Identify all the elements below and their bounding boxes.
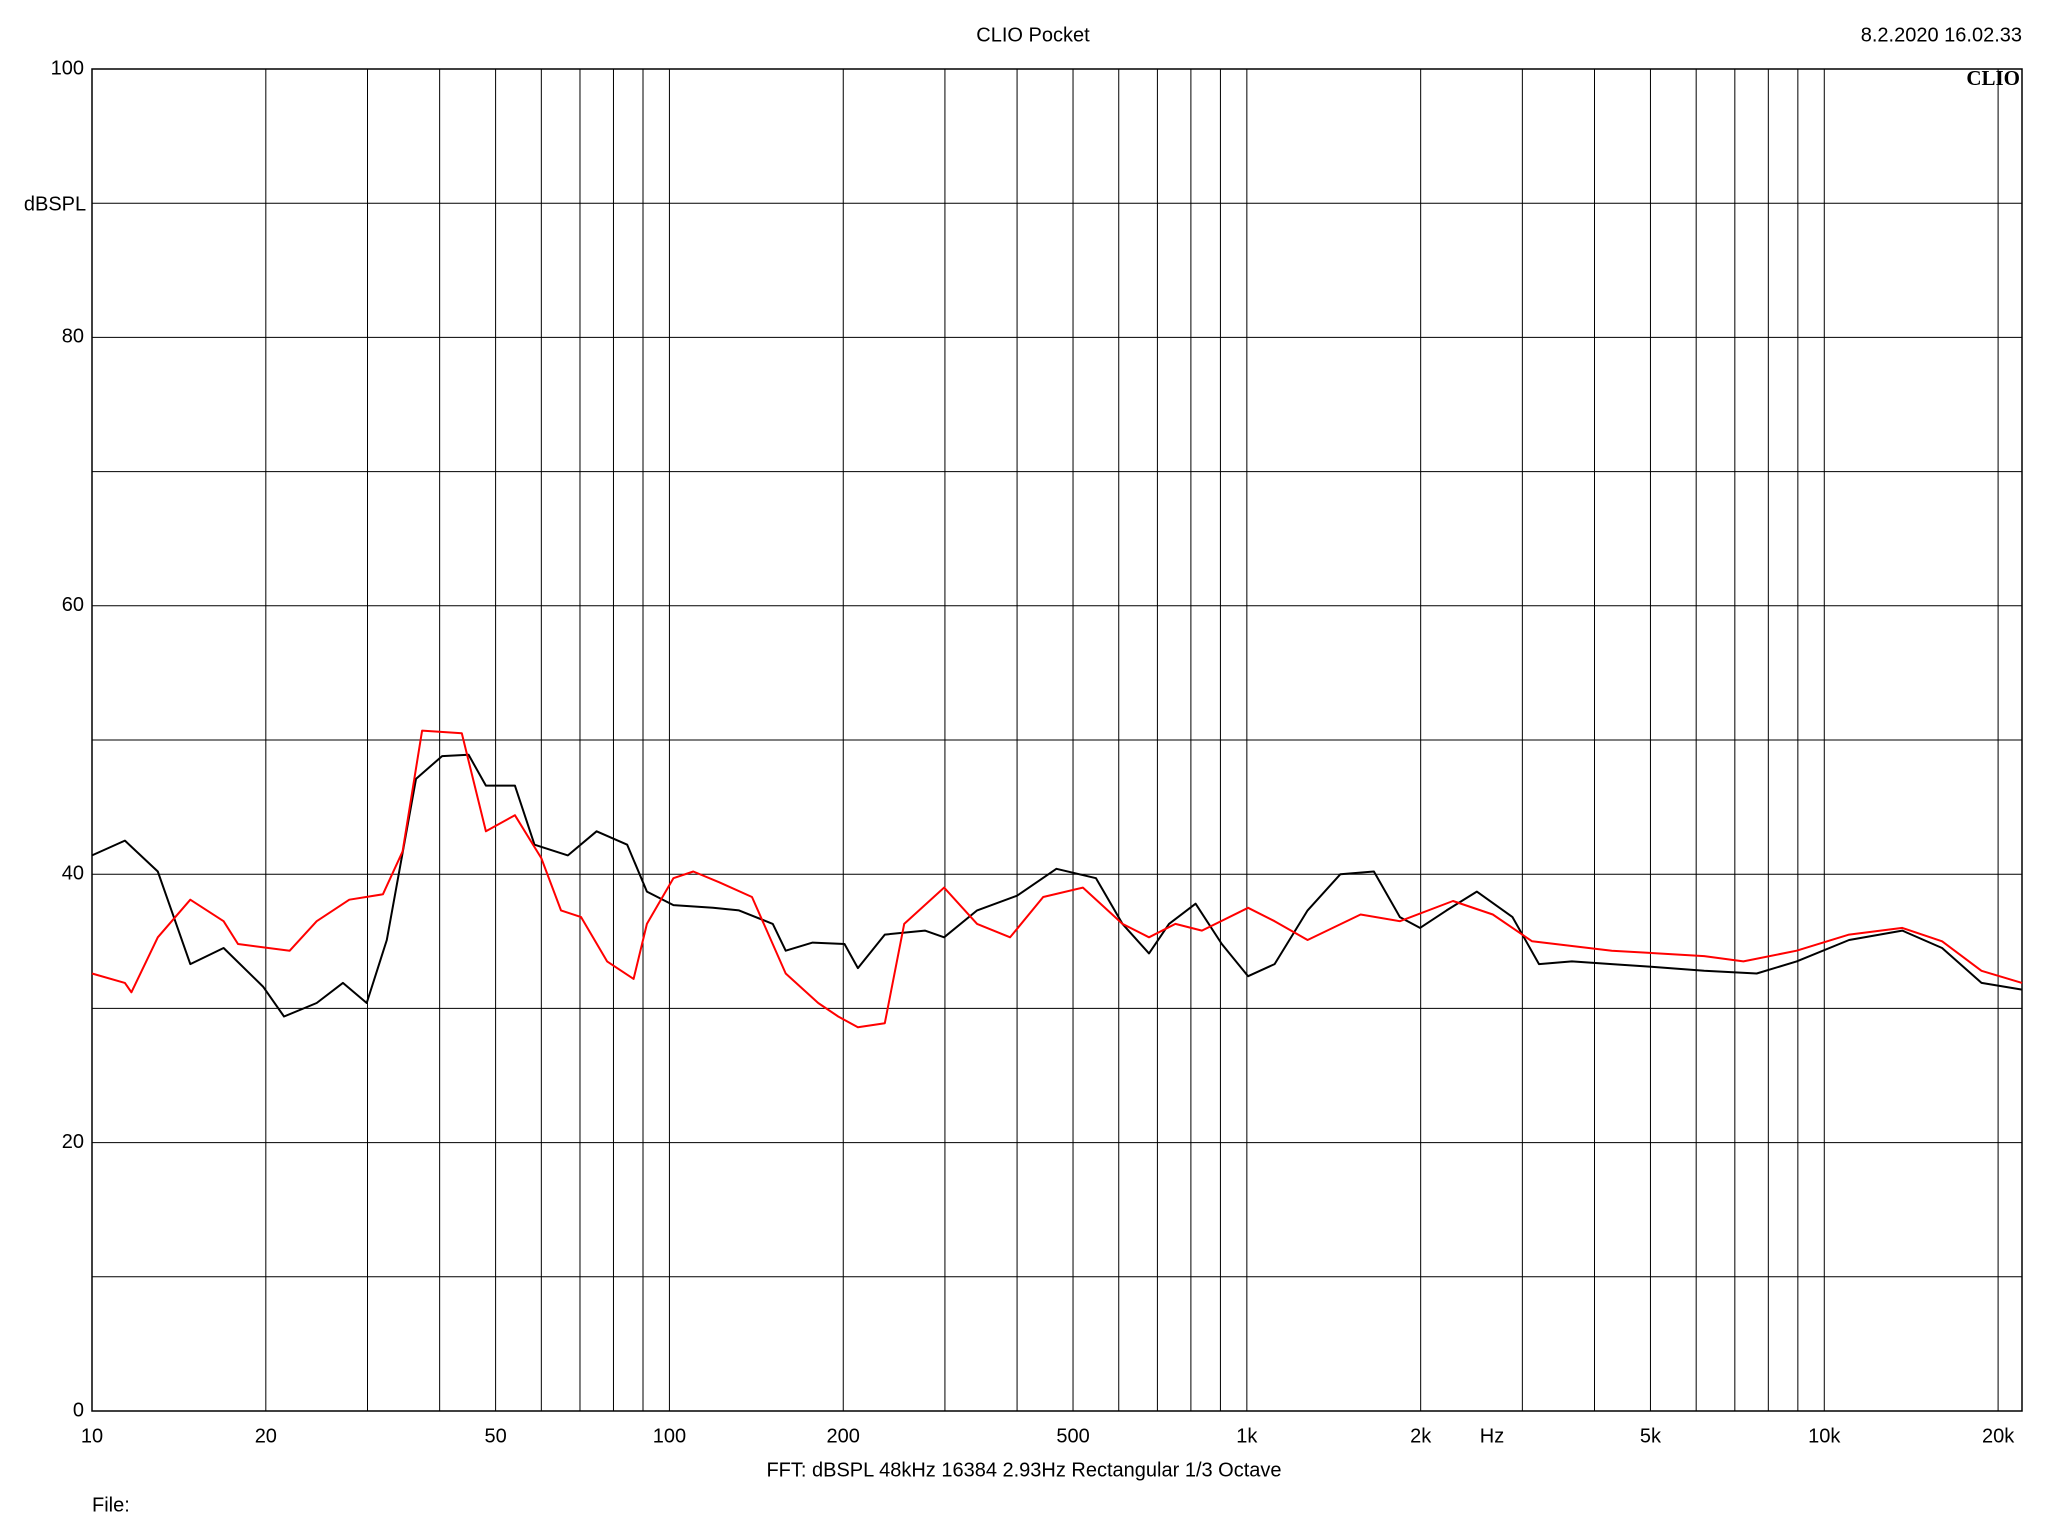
x-tick-label: 10k [1808, 1425, 1841, 1447]
x-tick-label: 20 [255, 1425, 277, 1447]
y-tick-label: 0 [73, 1399, 84, 1421]
x-tick-label: 500 [1056, 1425, 1089, 1447]
footer: FFT: dBSPL 48kHz 16384 2.93Hz Rectangula… [766, 1459, 1281, 1481]
x-tick-label: 50 [484, 1425, 506, 1447]
y-tick-label: 60 [62, 594, 84, 616]
data-line [91, 729, 2023, 1029]
y-tick-label: 40 [62, 862, 84, 884]
y-tick-label: 80 [62, 326, 84, 348]
y-tick-label: 100 [51, 57, 84, 79]
timestamp: 8.2.2020 16.02.33 [1861, 24, 2022, 46]
x-tick-label: 10 [81, 1425, 103, 1447]
x-tick-label: 100 [653, 1425, 686, 1447]
x-tick-label: 200 [827, 1425, 860, 1447]
y-axis-label: dBSPL [24, 193, 86, 215]
x-tick-label: 5k [1640, 1425, 1662, 1447]
x-axis-label: Hz [1480, 1425, 1504, 1447]
data-line [91, 753, 2023, 1018]
x-tick-label: 2k [1410, 1425, 1432, 1447]
x-tick-label: 1k [1236, 1425, 1258, 1447]
x-tick-label: 20k [1982, 1425, 2015, 1447]
logo: CLIO [1966, 66, 2020, 90]
file-label: File: [92, 1494, 130, 1516]
plot-frame [91, 68, 2023, 1412]
chart-title: CLIO Pocket [976, 24, 1090, 46]
y-tick-label: 20 [62, 1131, 84, 1153]
